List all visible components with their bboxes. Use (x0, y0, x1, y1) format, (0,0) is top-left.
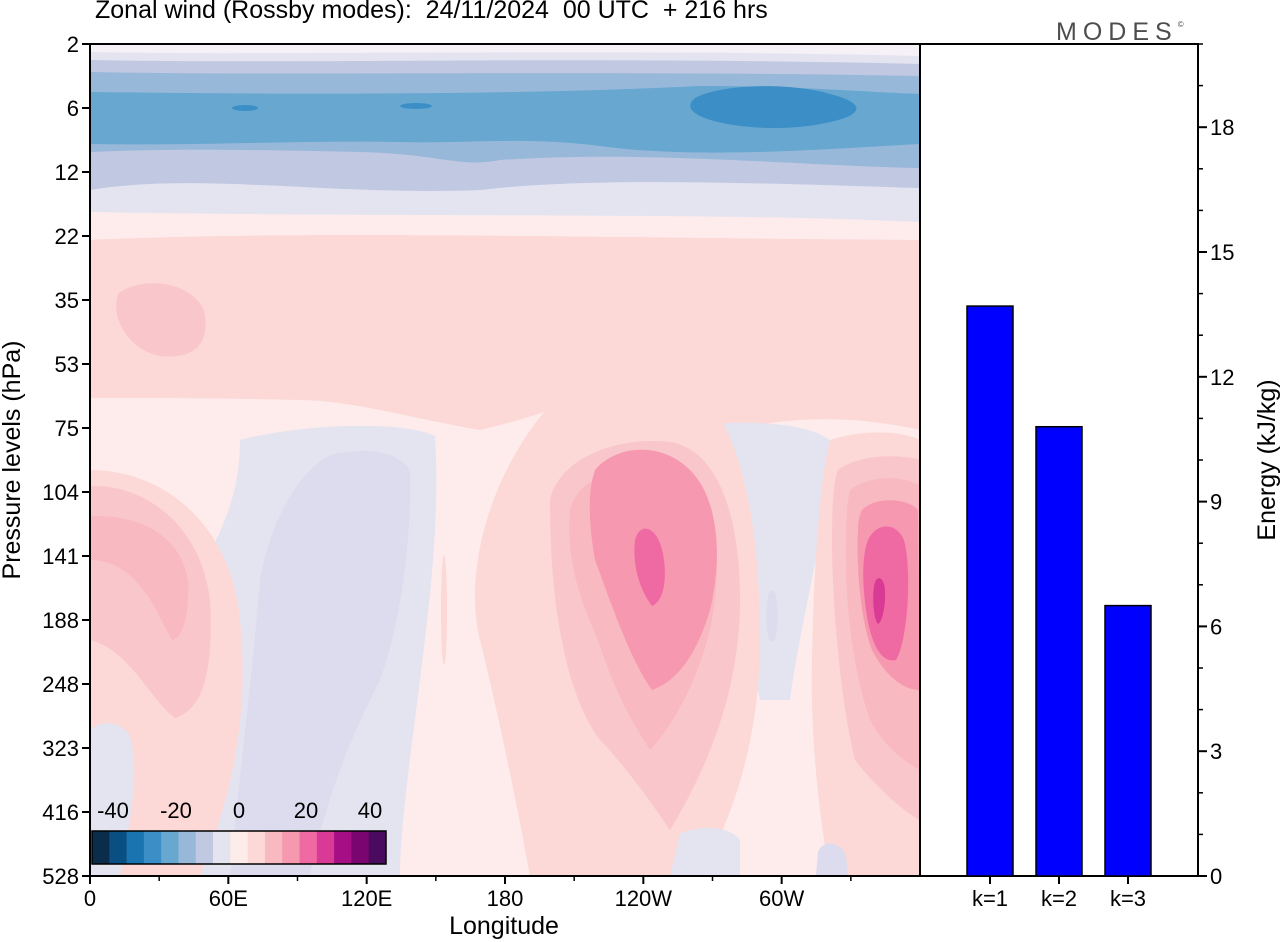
x-tick-label: 0 (84, 886, 96, 911)
wavenumber-axis: k=1 k=2 k=3 (972, 876, 1146, 911)
easterly-pocket (230, 450, 411, 876)
colorbar-swatch (213, 831, 231, 864)
energy-tick-label: 12 (1210, 365, 1234, 390)
logo-text: MODES (1056, 18, 1178, 46)
energy-tick-label: 15 (1210, 240, 1234, 265)
y-tick-label: 53 (55, 352, 79, 377)
westerly-region (90, 235, 920, 440)
colorbar-tick-label: 40 (358, 798, 382, 823)
easterly-jet-core (690, 86, 857, 129)
westerly-core (873, 578, 886, 624)
colorbar-swatch (195, 831, 214, 864)
energy-bar (966, 305, 1014, 877)
colorbar-tick-label: -40 (97, 798, 129, 823)
energy-axis-title: Energy (kJ/kg) (1253, 379, 1280, 540)
energy-tick-label: 9 (1210, 490, 1222, 515)
energy-bar (1104, 604, 1152, 877)
colorbar-swatch (351, 831, 370, 864)
y-tick-label: 141 (42, 544, 79, 569)
colorbar-swatch (316, 831, 335, 864)
colorbar-swatch (368, 831, 387, 864)
westerly-core (634, 528, 665, 606)
colorbar-labels: -40 -20 0 20 40 (97, 798, 382, 823)
wavenumber-label: k=1 (972, 886, 1008, 911)
energy-axis: 0 3 6 9 12 15 18 (1198, 43, 1234, 889)
y-tick-label: 35 (55, 288, 79, 313)
y-tick-label: 104 (42, 480, 79, 505)
westerly-patch (116, 283, 206, 357)
wavenumber-label: k=3 (1110, 886, 1146, 911)
y-tick-label: 6 (67, 96, 79, 121)
westerly-core (863, 526, 909, 661)
colorbar (91, 830, 387, 865)
colorbar-tick-label: -20 (160, 798, 192, 823)
colorbar-frame (91, 830, 387, 865)
colorbar-swatch (143, 831, 162, 864)
colorbar-swatch (161, 831, 179, 864)
y-tick-label: 528 (42, 864, 79, 889)
x-tick-label: 120W (615, 886, 673, 911)
colorbar-swatch (282, 831, 301, 864)
colorbar-swatch (264, 831, 283, 864)
colorbar-swatch (109, 831, 128, 864)
colorbar-swatch (92, 831, 110, 864)
y-tick-label: 2 (67, 32, 79, 57)
wavenumber-label: k=2 (1041, 886, 1077, 911)
x-tick-label: 120E (341, 886, 392, 911)
y-tick-label: 416 (42, 800, 79, 825)
logo-mark: © (1177, 20, 1184, 29)
colorbar-swatch (299, 831, 318, 864)
y-tick-label: 12 (55, 160, 79, 185)
y-tick-label: 75 (55, 416, 79, 441)
y-tick-label: 188 (42, 608, 79, 633)
easterly-jet-core (232, 105, 258, 111)
easterly-pocket (670, 827, 740, 876)
longitude-axis: 0 60E 120E 180 120W 60W (84, 876, 852, 911)
westerly-streak (441, 555, 447, 665)
y-tick-label: 248 (42, 672, 79, 697)
modes-logo: MODES© (1056, 18, 1184, 47)
colorbar-swatch (178, 831, 197, 864)
chart-title: Zonal wind (Rossby modes): 24/11/2024 00… (95, 0, 768, 24)
x-tick-label: 180 (487, 886, 524, 911)
energy-bars (966, 305, 1152, 877)
x-tick-label: 60W (759, 886, 804, 911)
y-tick-label: 323 (42, 736, 79, 761)
pressure-axis: 2 6 12 22 35 53 75 104 141 188 248 323 416 528 (42, 32, 90, 889)
energy-tick-label: 18 (1210, 115, 1234, 140)
colorbar-swatch (230, 831, 249, 864)
colorbar-swatch (247, 831, 266, 864)
energy-tick-label: 0 (1210, 864, 1222, 889)
colorbar-swatch (126, 831, 145, 864)
energy-tick-label: 6 (1210, 614, 1222, 639)
colorbar-tick-label: 0 (233, 798, 245, 823)
y-axis-title: Pressure levels (hPa) (0, 341, 26, 580)
energy-bar (1035, 425, 1083, 877)
energy-tick-label: 3 (1210, 739, 1222, 764)
x-tick-label: 60E (209, 886, 248, 911)
y-tick-label: 22 (55, 224, 79, 249)
colorbar-swatch (334, 831, 352, 864)
easterly-pocket (816, 843, 848, 876)
colorbar-tick-label: 20 (294, 798, 318, 823)
easterly-pocket (766, 590, 778, 642)
x-axis-title: Longitude (449, 912, 559, 940)
zonal-wind-heatmap (90, 44, 920, 876)
easterly-jet-core (400, 103, 432, 109)
westerly-core (90, 515, 189, 640)
